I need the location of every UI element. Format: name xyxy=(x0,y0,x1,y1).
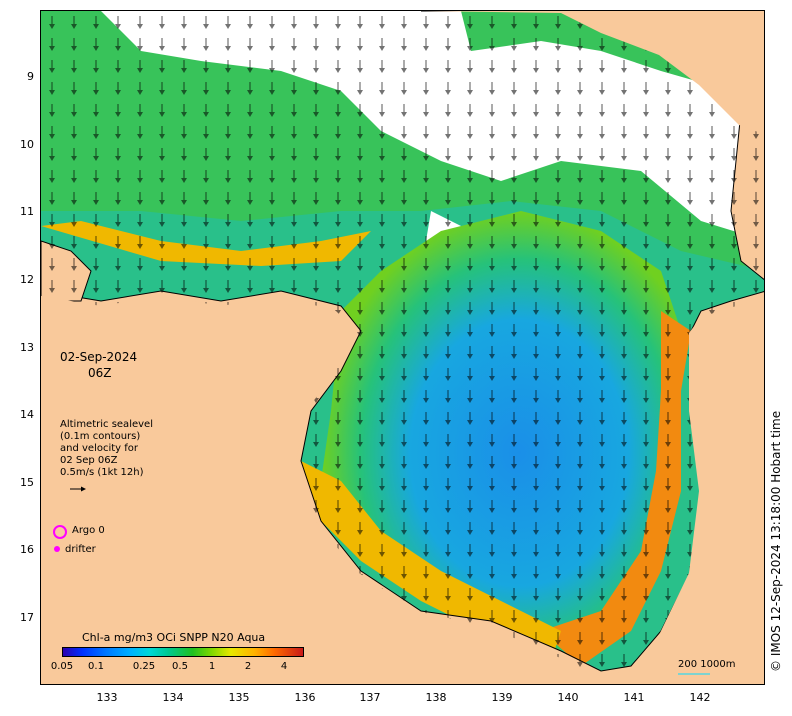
imos-credit: © IMOS 12-Sep-2024 13:18:00 Hobart time xyxy=(769,410,783,672)
land-arnhem-cover xyxy=(41,296,764,684)
x-tick-label: 141 xyxy=(623,691,645,704)
chlorophyll-map[interactable] xyxy=(40,10,765,685)
argo-marker-icon xyxy=(53,525,67,539)
y-tick-label: 9 xyxy=(27,70,34,83)
colorbar-title: Chl-a mg/m3 OCi SNPP N20 Aqua xyxy=(82,631,266,644)
map-canvas xyxy=(41,11,764,684)
colorbar-tick: 0.25 xyxy=(132,661,156,672)
colorbar-tick: 0.1 xyxy=(88,661,104,672)
colorbar-tick: 1 xyxy=(208,661,216,672)
x-tick-label: 134 xyxy=(162,691,184,704)
colorbar xyxy=(62,647,304,657)
x-tick-label: 133 xyxy=(96,691,118,704)
date-label: 02-Sep-2024 xyxy=(60,350,138,364)
y-tick-label: 15 xyxy=(20,476,34,489)
x-tick-label: 142 xyxy=(689,691,711,704)
altimetry-line: 02 Sep 06Z xyxy=(60,455,118,466)
altimetry-line: 0.5m/s (1kt 12h) xyxy=(60,467,144,478)
x-tick-label: 136 xyxy=(294,691,316,704)
colorbar-tick: 0.5 xyxy=(172,661,188,672)
altimetry-legend: Altimetric sealevel (0.1m contours) and … xyxy=(60,419,153,479)
date-stamp: 02-Sep-2024 06Z xyxy=(60,349,137,381)
colorbar-tick: 2 xyxy=(244,661,252,672)
x-tick-label: 135 xyxy=(228,691,250,704)
drifter-label: drifter xyxy=(65,544,96,555)
x-tick-label: 140 xyxy=(557,691,579,704)
colorbar-tick: 4 xyxy=(280,661,288,672)
land-cape-york-cover xyxy=(425,11,764,135)
depth-scale-bar xyxy=(678,673,710,675)
drifter-marker-icon xyxy=(54,546,60,552)
y-tick-label: 17 xyxy=(20,611,34,624)
velocity-key-arrow-icon xyxy=(70,486,86,492)
x-tick-label: 137 xyxy=(359,691,381,704)
y-tick-label: 13 xyxy=(20,341,34,354)
altimetry-line: Altimetric sealevel xyxy=(60,419,153,430)
argo-label: Argo 0 xyxy=(72,525,105,536)
y-tick-label: 14 xyxy=(20,408,34,421)
colorbar-tick: 0.05 xyxy=(50,661,74,672)
depth-scale-label: 200 1000m xyxy=(678,659,736,670)
y-tick-label: 12 xyxy=(20,273,34,286)
time-label: 06Z xyxy=(88,366,112,380)
y-tick-label: 16 xyxy=(20,543,34,556)
y-tick-label: 11 xyxy=(20,205,34,218)
altimetry-line: and velocity for xyxy=(60,443,139,454)
altimetry-line: (0.1m contours) xyxy=(60,431,141,442)
x-tick-label: 139 xyxy=(491,691,513,704)
y-tick-label: 10 xyxy=(20,138,34,151)
x-tick-label: 138 xyxy=(425,691,447,704)
